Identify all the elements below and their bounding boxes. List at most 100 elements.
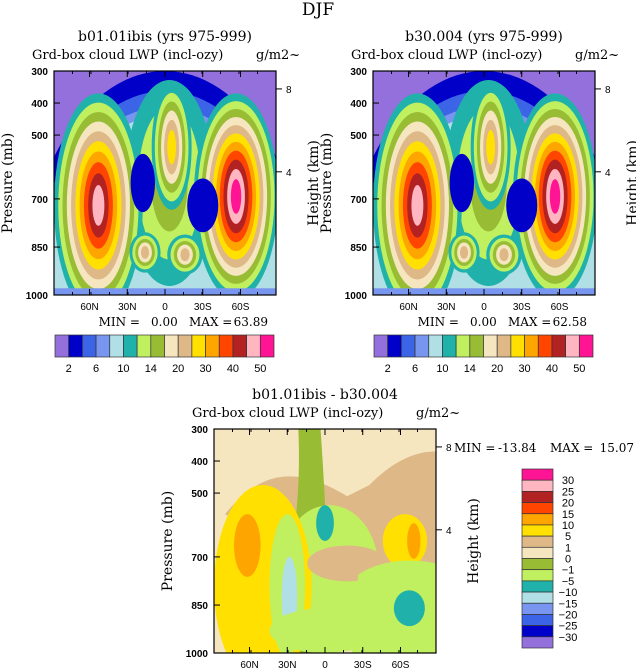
contour-fill xyxy=(506,178,538,233)
colorbar-box xyxy=(191,334,206,358)
y-tick-label: 850 xyxy=(350,243,367,254)
x-tick-label: 0 xyxy=(162,302,168,313)
colorbar-box xyxy=(259,334,275,358)
panel-title: b01.01ibis (yrs 975-999) xyxy=(78,29,252,45)
x-tick-label: 30N xyxy=(118,302,136,313)
colorbar-box xyxy=(521,468,554,481)
y-right-tick-label: 4 xyxy=(446,526,452,537)
colorbar-box xyxy=(123,334,138,358)
panel-units: g/m2~ xyxy=(575,48,619,63)
colorbar-box xyxy=(521,535,554,548)
min-label: MIN = xyxy=(418,315,459,329)
contour-panel-1: b01.01ibis (yrs 975-999) Grd-box cloud LW… xyxy=(0,29,322,329)
y-tick-label: 400 xyxy=(31,99,48,110)
contour-fill xyxy=(449,153,475,213)
colorbar-box xyxy=(521,580,554,593)
colorbar-label: 20 xyxy=(491,363,503,375)
contour-panel-2: b30.004 (yrs 975-999) Grd-box cloud LWP (… xyxy=(319,29,636,329)
colorbar-label: −30 xyxy=(559,632,578,644)
colorbar-box xyxy=(521,546,554,559)
x-tick-label: 30N xyxy=(437,302,455,313)
contour-fill xyxy=(393,590,425,627)
x-tick-label: 60N xyxy=(80,302,98,313)
panel-title: b01.01ibis - b30.004 xyxy=(252,387,398,403)
colorbar-box xyxy=(510,334,525,358)
colorbar-box xyxy=(521,479,554,492)
colorbar-label: 20 xyxy=(172,363,184,375)
colorbar-label: 14 xyxy=(464,363,476,375)
colorbar: 2 6 10 14 20 30 40 50 xyxy=(54,334,275,375)
colorbar-label: 40 xyxy=(546,363,558,375)
x-tick-label: 30S xyxy=(354,660,372,670)
max-label: MAX = xyxy=(508,315,551,329)
contour-fill xyxy=(233,514,261,577)
colorbar-box xyxy=(521,614,554,626)
y-tick-label: 1000 xyxy=(26,291,49,302)
y-tick-label: 500 xyxy=(350,131,367,142)
contour-fill xyxy=(92,185,105,226)
panel-units: g/m2~ xyxy=(256,48,300,63)
colorbar-label: 0 xyxy=(565,554,571,566)
colorbar-box xyxy=(521,591,554,604)
colorbar-label: 30 xyxy=(562,475,574,487)
colorbar-label: −25 xyxy=(559,621,578,633)
colorbar-box xyxy=(387,334,402,358)
y-right-tick-label: 8 xyxy=(605,85,611,96)
colorbar-box xyxy=(136,334,152,358)
colorbar-box xyxy=(551,334,566,358)
colorbar-box xyxy=(483,334,498,358)
y-tick-label: 850 xyxy=(31,243,48,254)
min-label: MIN = xyxy=(454,441,495,455)
colorbar-box xyxy=(521,569,554,582)
colorbar-label: 2 xyxy=(385,363,391,375)
colorbar-label: 10 xyxy=(436,363,448,375)
contour-fill xyxy=(269,608,381,653)
y-tick-label: 700 xyxy=(350,195,367,206)
colorbar-label: −15 xyxy=(559,598,578,610)
y-tick-label: 850 xyxy=(191,601,208,612)
colorbar: 2 6 10 14 20 30 40 50 xyxy=(373,334,594,375)
colorbar-label: 1 xyxy=(565,542,571,554)
colorbar-box xyxy=(521,636,554,649)
colorbar-label: −20 xyxy=(559,609,578,621)
contour-fills xyxy=(214,429,436,653)
colorbar-box xyxy=(68,334,83,358)
contour-fill xyxy=(549,179,561,214)
colorbar-box xyxy=(109,334,124,358)
panel-units: g/m2~ xyxy=(416,406,460,421)
y-right-axis-label: Height (km) xyxy=(306,140,322,226)
y-tick-label: 300 xyxy=(31,67,48,78)
colorbar-box xyxy=(428,334,443,358)
y-axis-label: Pressure (mb) xyxy=(160,491,176,591)
colorbar-label: 5 xyxy=(565,531,571,543)
colorbar-box xyxy=(205,334,220,358)
y-right-tick-label: 8 xyxy=(446,443,452,454)
colorbar-box xyxy=(95,334,111,358)
colorbar-box xyxy=(401,334,416,358)
y-axis-label: Pressure (mb) xyxy=(0,133,16,233)
colorbar-box xyxy=(442,334,457,358)
colorbar-label: 10 xyxy=(117,363,129,375)
y-axis-label: Pressure (mb) xyxy=(319,133,335,233)
colorbar-box xyxy=(521,558,554,571)
y-tick-label: 1000 xyxy=(345,291,368,302)
x-tick-label: 30N xyxy=(278,660,296,670)
colorbar-box xyxy=(521,602,554,615)
y-right-axis-label: Height (km) xyxy=(625,140,636,226)
colorbar-box xyxy=(524,334,539,358)
colorbar-label: 10 xyxy=(562,520,574,532)
colorbar-label: 40 xyxy=(227,363,239,375)
panel-subtitle: Grd-box cloud LWP (incl-ozy) xyxy=(351,48,542,63)
y-tick-label: 400 xyxy=(191,457,208,468)
y-right-tick-label: 4 xyxy=(605,168,611,179)
y-tick-label: 300 xyxy=(350,67,367,78)
x-tick-label: 60N xyxy=(240,660,258,670)
x-tick-label: 60N xyxy=(399,302,417,313)
min-value: 0.00 xyxy=(151,315,178,329)
contour-fill xyxy=(407,523,421,559)
max-label: MAX = xyxy=(189,315,232,329)
y-tick-label: 700 xyxy=(31,195,48,206)
y-tick-label: 700 xyxy=(191,553,208,564)
